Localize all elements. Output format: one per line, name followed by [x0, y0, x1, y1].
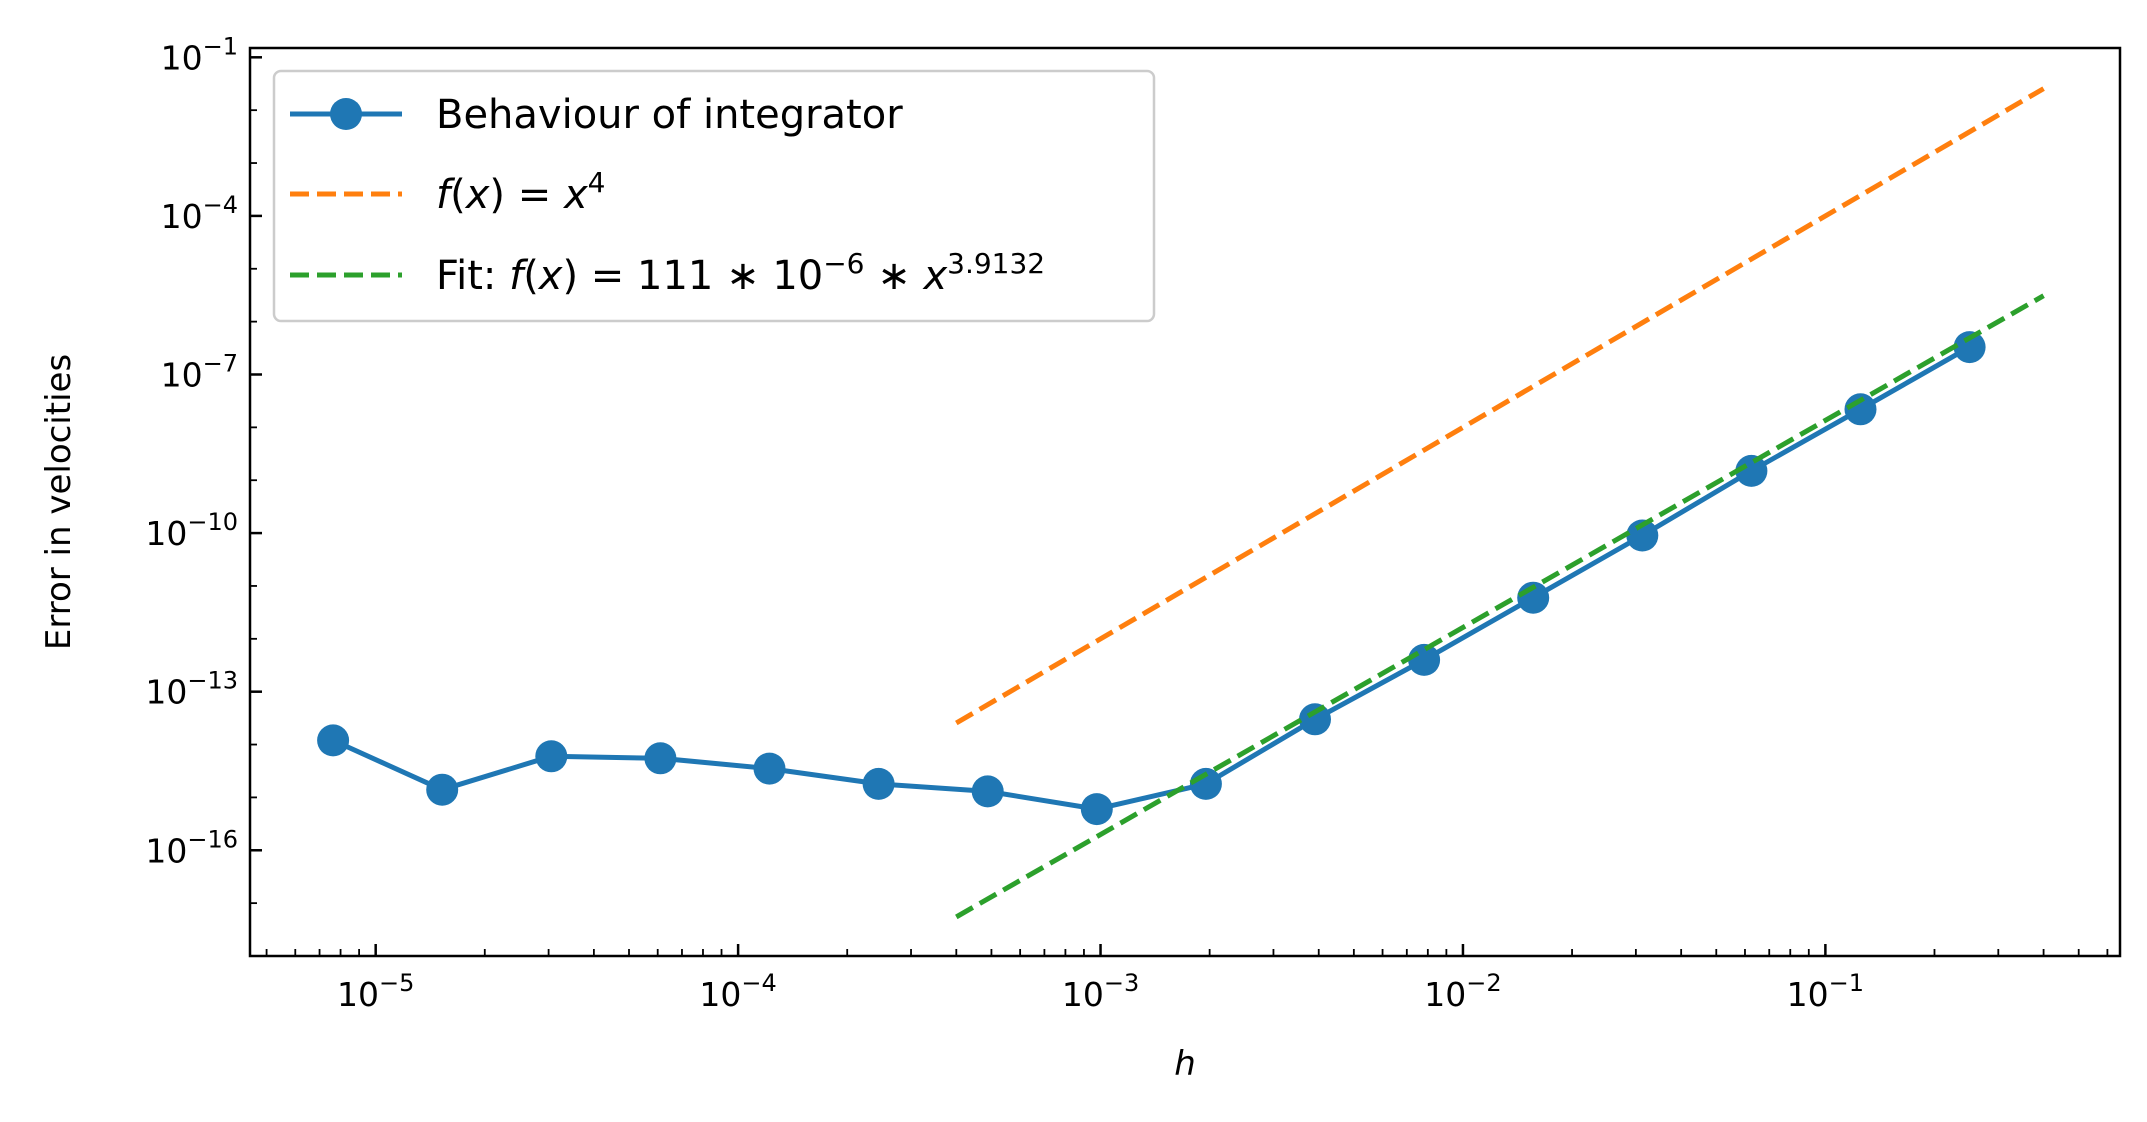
- data-point: [1189, 767, 1222, 800]
- axes-frame: [248, 46, 2122, 958]
- legend-marker: [330, 98, 362, 130]
- data-point: [971, 775, 1004, 808]
- data-point: [862, 767, 895, 800]
- x-tick-label: 10−2: [1424, 969, 1501, 1014]
- y-axis-label: Error in velocities: [39, 354, 79, 650]
- plot-area: [317, 86, 2045, 920]
- x-tick-label: 10−1: [1787, 969, 1864, 1014]
- y-tick-label: 10−7: [161, 349, 238, 394]
- data-point: [1626, 519, 1659, 552]
- data-point: [535, 740, 568, 773]
- series-line-2: [955, 86, 2045, 726]
- legend: Behaviour of integrator f(x) = x4 Fit: f(x…: [272, 69, 1156, 323]
- legend-label-1: Behaviour of integrator: [436, 92, 903, 138]
- y-tick-label: 10−1: [161, 32, 238, 77]
- data-point: [1080, 793, 1113, 826]
- x-tick-label: 10−4: [699, 969, 776, 1014]
- data-point: [1299, 703, 1331, 736]
- y-tick-label: 10−16: [145, 825, 238, 870]
- series-line-1: [332, 344, 1971, 812]
- legend-label-3: Fit: f(x) = 111 ∗ 10−6 ∗ x3.9132: [436, 247, 1045, 300]
- x-axis-label: h: [1174, 1044, 1196, 1084]
- x-tick-label: 10−3: [1062, 969, 1139, 1014]
- y-tick-label: 10−10: [145, 508, 238, 553]
- data-point: [753, 752, 786, 785]
- legend-label-2: f(x) = x4: [436, 166, 605, 219]
- data-point: [426, 773, 459, 806]
- data-point: [644, 742, 677, 775]
- data-point: [1735, 454, 1768, 487]
- legend-box: [272, 69, 1156, 323]
- data-point: [1844, 393, 1877, 426]
- x-tick-label: 10−5: [337, 969, 414, 1014]
- y-tick-label: 10−13: [145, 667, 238, 712]
- data-point: [317, 724, 350, 757]
- y-tick-label: 10−4: [161, 191, 238, 236]
- series-line-3: [955, 293, 2045, 920]
- axis-ticks: 10−5 10−4 10−3 10−2 10−1 10−1 10−4 10−7 10−10 10−…: [145, 32, 2109, 1014]
- data-point: [1408, 643, 1441, 676]
- data-point: [1953, 331, 1986, 364]
